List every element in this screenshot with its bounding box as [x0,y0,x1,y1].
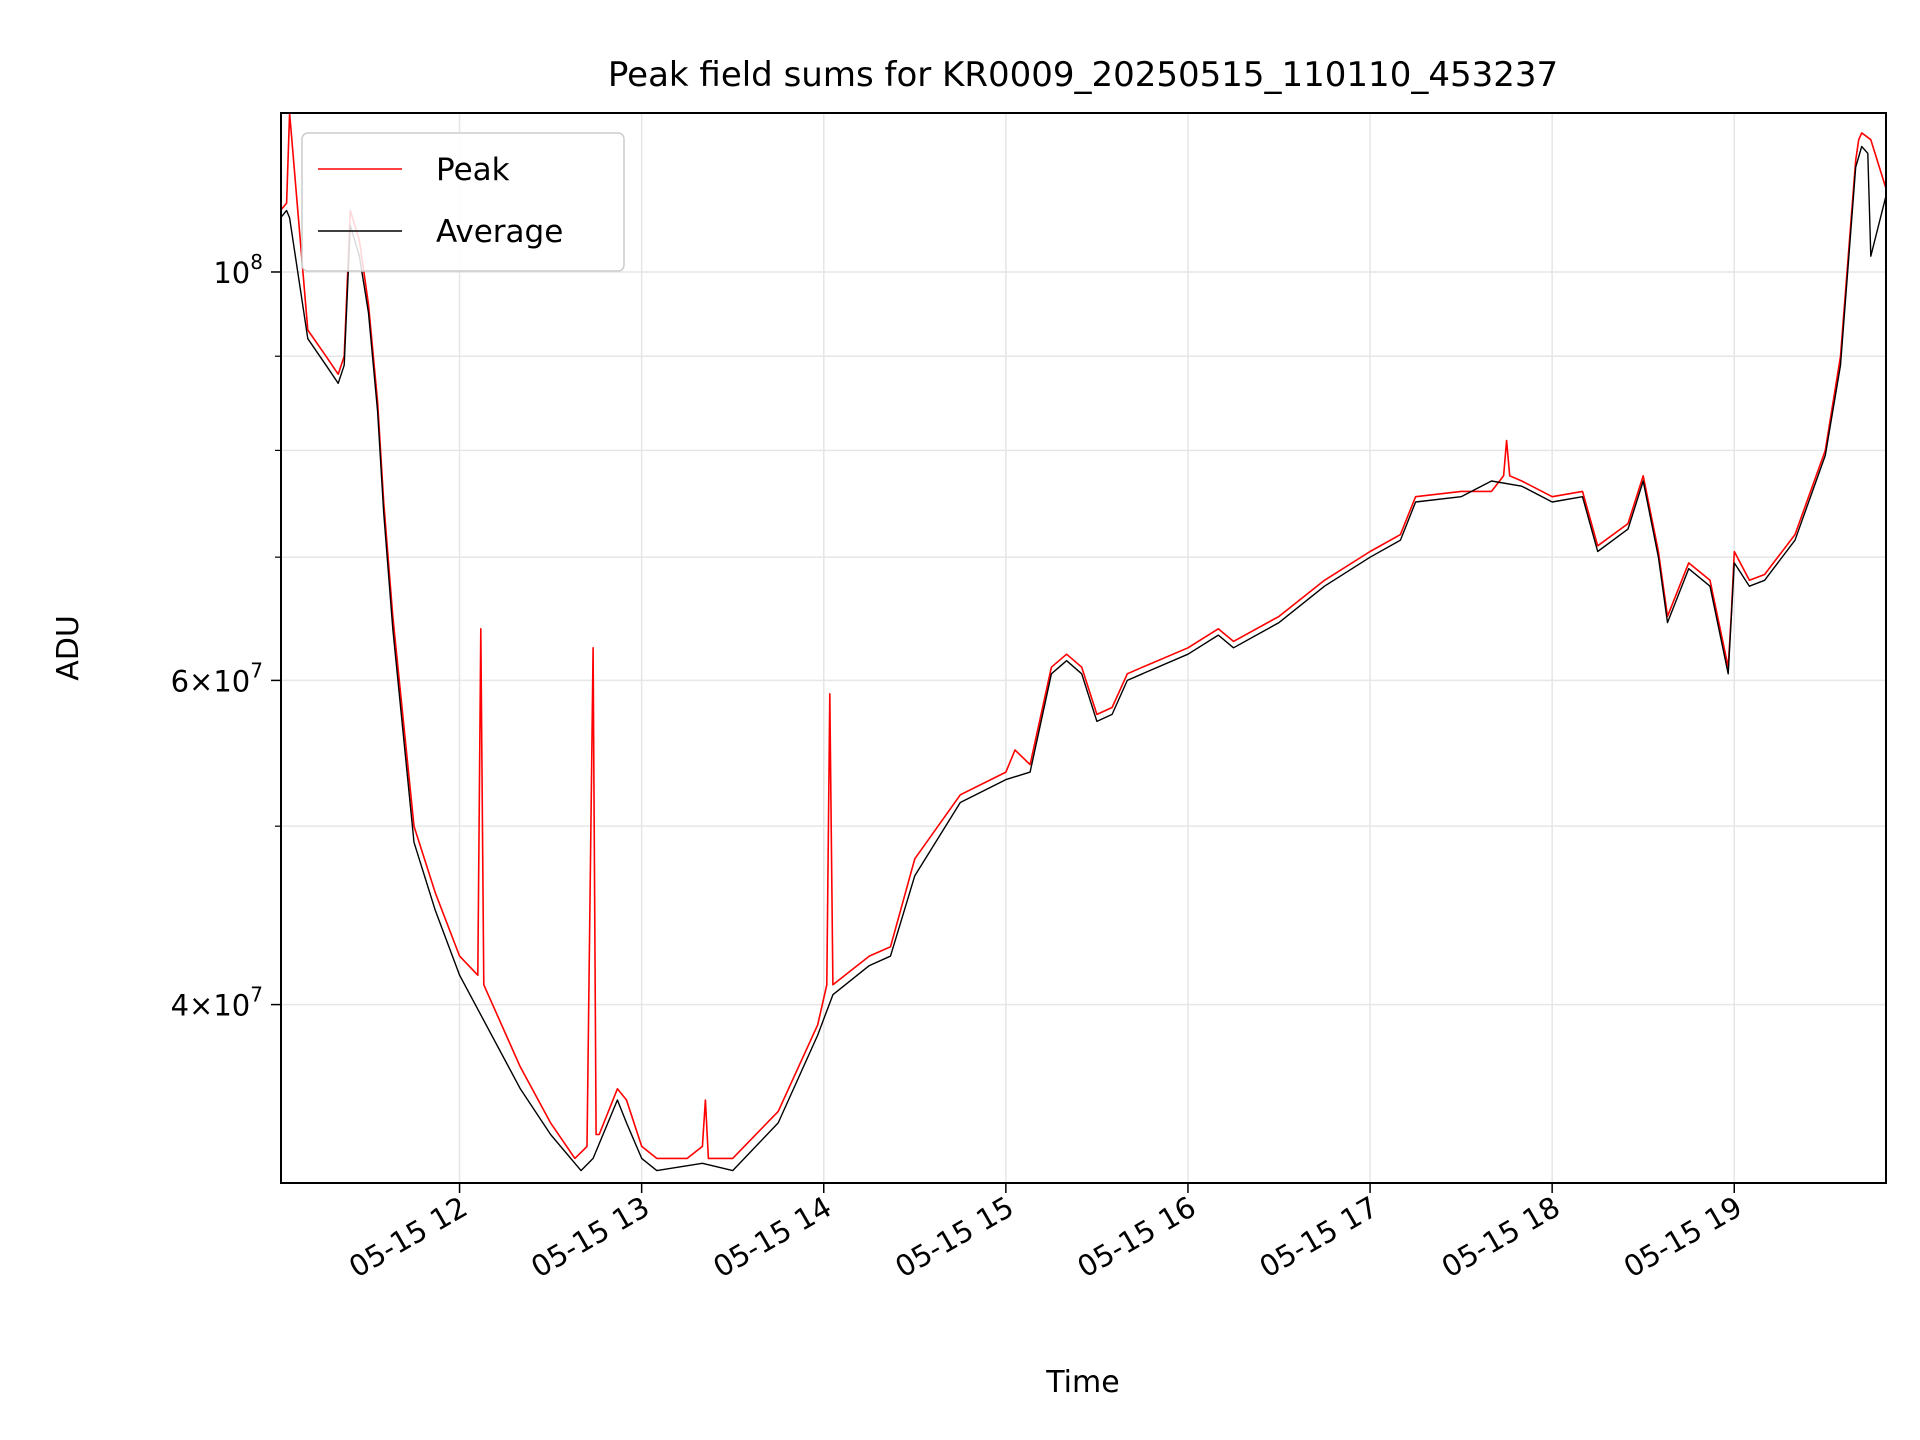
series-line-average [281,145,1886,1172]
y-tick-base: 10 [213,256,250,290]
legend: Peak Average [301,132,625,272]
y-tick-base: 10 [213,664,250,698]
y-axis-label: ADU [51,615,86,681]
y-tick-mantissa: 4 [171,989,189,1023]
series-line-peak [281,113,1886,1160]
y-tick-times: × [189,664,213,698]
series-group [281,113,1886,1172]
legend-label: Peak [436,152,510,188]
x-axis-label: Time [1045,1365,1119,1400]
y-tick-mantissa: 6 [171,664,189,698]
y-tick-base: 10 [213,989,250,1023]
y-tick-exponent: 7 [250,983,263,1007]
legend-box [301,132,625,272]
y-tick-times: × [189,989,213,1023]
y-tick-label: 6×107 [171,658,263,698]
y-tick-exponent: 8 [250,250,263,274]
legend-label: Average [436,214,563,250]
y-tick-label: 4×107 [171,983,263,1023]
y-tick-label: 108 [213,250,263,290]
plot-frame [280,112,1887,1184]
chart-title: Peak field sums for KR0009_20250515_1101… [608,55,1558,95]
y-tick-exponent: 7 [250,658,263,682]
